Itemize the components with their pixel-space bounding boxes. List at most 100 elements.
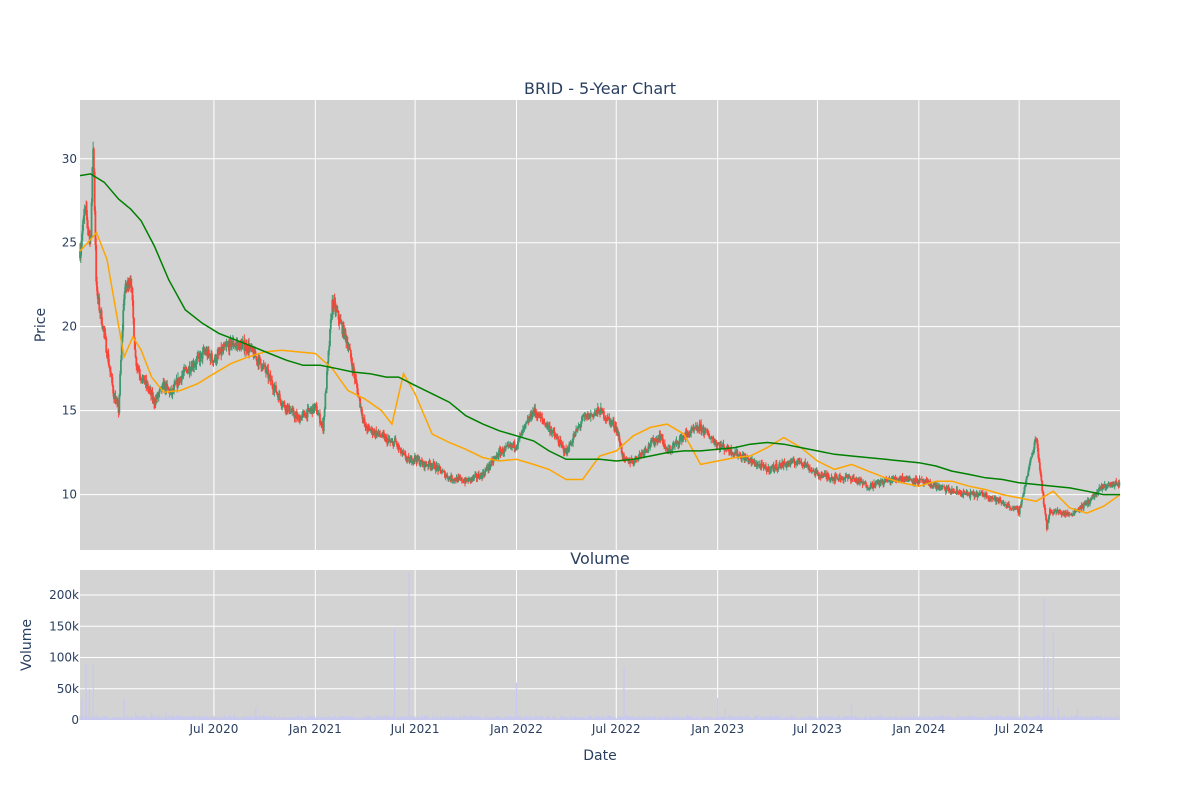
candle-up — [689, 433, 692, 435]
volume-bar — [582, 718, 584, 720]
volume-bar — [142, 715, 144, 720]
volume-bar — [593, 718, 595, 720]
volume-bar — [895, 716, 897, 720]
volume-bar — [555, 718, 557, 720]
candle-down — [943, 486, 946, 488]
volume-bar — [514, 717, 516, 720]
volume-bar — [279, 716, 281, 720]
volume-bar — [621, 717, 623, 720]
candle-up — [955, 489, 958, 494]
volume-bar — [212, 715, 214, 720]
volume-bar — [800, 718, 802, 720]
candle-down — [255, 356, 258, 362]
candle-down — [910, 479, 912, 481]
volume-bar — [951, 718, 953, 720]
volume-bar — [865, 716, 867, 720]
candle-down — [608, 417, 611, 420]
volume-bar — [1090, 717, 1092, 720]
volume-bar — [202, 717, 204, 720]
volume-bar — [227, 717, 229, 720]
volume-bar — [267, 717, 269, 720]
candle-up — [1046, 523, 1049, 530]
volume-bar — [841, 715, 843, 720]
volume-bar — [766, 717, 768, 720]
volume-bar — [556, 717, 558, 720]
candle-down — [668, 448, 671, 449]
volume-bar — [733, 716, 735, 720]
candle-down — [446, 474, 449, 478]
volume-bar — [523, 717, 525, 720]
volume-bar — [672, 716, 674, 720]
candle-up — [1080, 504, 1083, 509]
volume-bar — [1082, 717, 1084, 720]
candle-up — [265, 369, 268, 373]
candle-down — [116, 401, 119, 404]
volume-bar — [769, 718, 771, 720]
volume-bar — [834, 717, 836, 720]
candle-up — [937, 487, 939, 489]
volume-bar — [506, 715, 508, 720]
volume-bar — [777, 715, 779, 720]
volume-bar — [648, 717, 650, 720]
volume-bar — [178, 716, 180, 720]
volume-bar — [84, 718, 86, 720]
candle-up — [551, 431, 554, 434]
candle-down — [429, 463, 432, 468]
volume-bar — [906, 718, 908, 720]
volume-bar — [946, 718, 948, 720]
volume-bar — [938, 715, 940, 720]
volume-bar — [1101, 715, 1103, 720]
candle-down — [807, 465, 810, 470]
candle-down — [93, 171, 96, 211]
volume-bar — [434, 717, 436, 720]
volume-bar — [939, 716, 941, 720]
volume-bar — [819, 716, 821, 720]
volume-bar — [1033, 718, 1035, 720]
volume-bar — [576, 717, 578, 720]
volume-bar — [1003, 716, 1005, 720]
volume-bar — [1067, 717, 1069, 720]
volume-bar — [306, 715, 308, 720]
candle-up — [323, 408, 326, 417]
volume-bar — [162, 717, 164, 720]
candle-down — [1015, 507, 1018, 509]
candle-up — [660, 436, 662, 440]
candle-down — [925, 480, 928, 482]
candle-up — [1103, 484, 1105, 488]
candle-down — [666, 447, 669, 452]
volume-bar — [685, 718, 687, 720]
candle-up — [791, 459, 794, 464]
candle-down — [677, 441, 679, 445]
candle-down — [379, 434, 382, 436]
volume-bar — [421, 716, 423, 720]
volume-bar — [1009, 716, 1011, 720]
volume-bar — [978, 716, 980, 720]
volume-bar — [1075, 715, 1077, 720]
volume-bar — [944, 718, 946, 720]
volume-bar — [391, 717, 393, 720]
volume-bar — [932, 716, 934, 720]
volume-bar — [1110, 718, 1112, 720]
volume-bar — [821, 715, 823, 720]
candle-up — [435, 465, 438, 471]
volume-bar — [929, 717, 931, 720]
volume-bar — [940, 718, 942, 720]
volume-bar — [797, 718, 799, 720]
volume-bar — [376, 715, 378, 720]
candle-down — [625, 457, 628, 459]
volume-bar — [340, 717, 342, 720]
candle-down — [895, 477, 898, 480]
volume-bar — [814, 717, 816, 720]
volume-bar — [892, 718, 894, 720]
volume-bar — [311, 716, 313, 720]
volume-bar — [1027, 717, 1029, 720]
volume-bar — [293, 718, 295, 720]
volume-bar — [315, 716, 317, 720]
candle-down — [349, 350, 352, 358]
candle-down — [956, 489, 959, 491]
candle-up — [524, 423, 527, 426]
candle-down — [378, 431, 381, 435]
candle-up — [123, 291, 126, 300]
volume-bar — [246, 716, 248, 720]
volume-bar — [246, 717, 248, 720]
